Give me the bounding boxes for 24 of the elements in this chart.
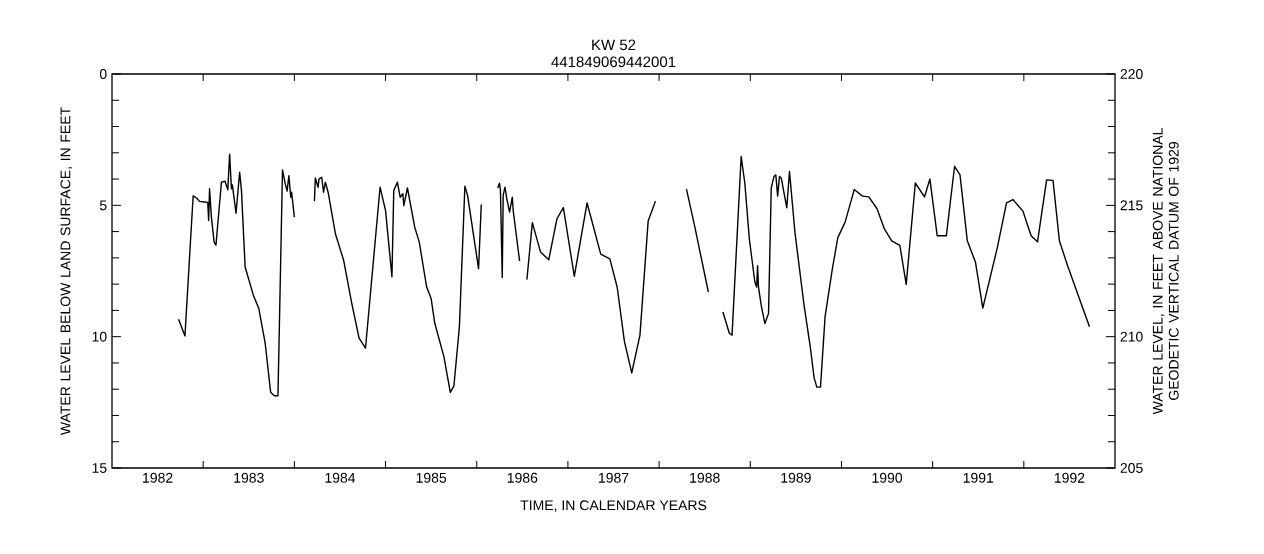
y2-axis-title: WATER LEVEL, IN FEET ABOVE NATIONAL GEODETIC VERTICAL DATUM OF 1929 <box>1152 128 1179 415</box>
chart-subtitle: 441849069442001 <box>551 56 676 68</box>
x-tick-label: 1991 <box>963 472 994 483</box>
x-tick-label: 1990 <box>872 472 903 483</box>
x-axis-title: TIME, IN CALENDAR YEARS <box>520 500 707 512</box>
x-tick-label: 1992 <box>1054 472 1085 483</box>
chart-title: KW 52 <box>592 39 636 51</box>
y2-tick-label: 210 <box>1120 331 1143 342</box>
y-tick-label: 15 <box>92 463 107 473</box>
x-tick-label: 1983 <box>234 472 264 483</box>
y2-tick-label: 205 <box>1120 463 1143 473</box>
y-tick-label: 0 <box>99 69 107 79</box>
x-tick-label: 1985 <box>416 472 447 483</box>
x-tick-label: 1988 <box>690 472 720 483</box>
y-tick-label: 5 <box>99 200 107 211</box>
x-tick-label: 1986 <box>507 472 538 483</box>
x-tick-label: 1989 <box>781 472 811 483</box>
x-tick-label: 1982 <box>143 472 173 483</box>
x-tick-label: 1984 <box>325 472 356 483</box>
y2-tick-label: 220 <box>1120 69 1143 79</box>
y-tick-label: 10 <box>92 331 107 342</box>
y-axis-title: WATER LEVEL BELOW LAND SURFACE, IN FEET <box>60 107 73 436</box>
x-tick-label: 1987 <box>599 472 629 483</box>
y2-tick-label: 215 <box>1120 200 1143 211</box>
